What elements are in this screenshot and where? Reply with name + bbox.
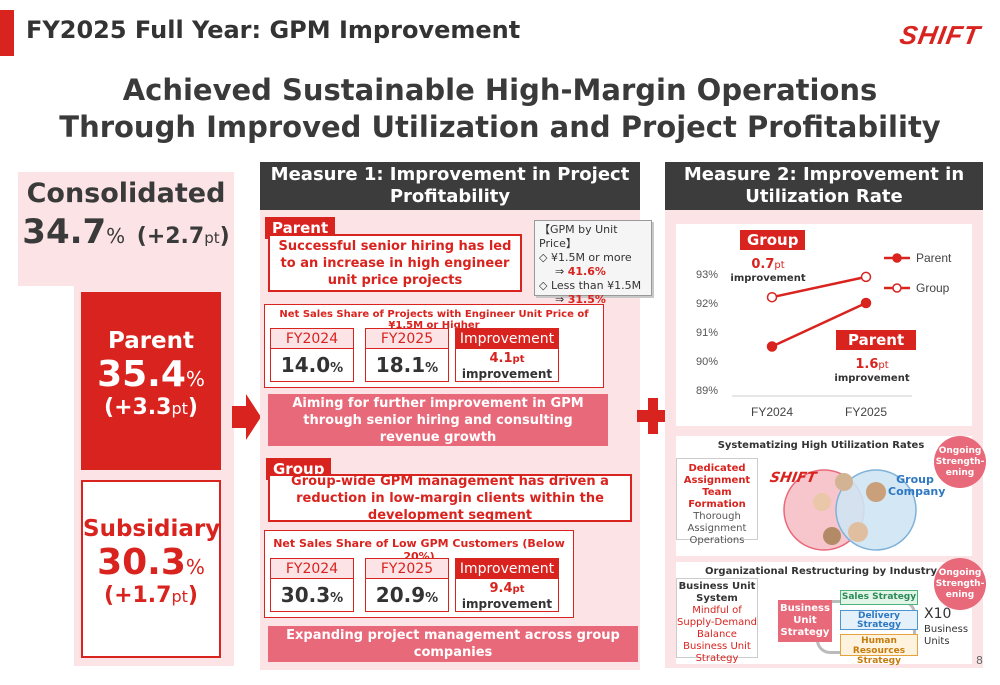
measure1-parent-tag: Parent bbox=[265, 217, 336, 239]
right-arrow-icon bbox=[232, 394, 261, 440]
table2-header-fy2024: FY2024 bbox=[270, 558, 354, 579]
measure1-title: Measure 1: Improvement in Project Profit… bbox=[260, 162, 640, 210]
org-title: Organizational Restructuring by Industry bbox=[705, 566, 937, 577]
table2-header-improvement: Improvement bbox=[455, 558, 559, 579]
y-tick-label: 92% bbox=[696, 298, 718, 310]
measure1-group-text: Group-wide GPM management has driven a r… bbox=[268, 474, 632, 523]
person-avatar-4 bbox=[823, 527, 841, 545]
table1-value-fy2025: 18.1% bbox=[365, 348, 449, 382]
person-avatar-1 bbox=[813, 493, 831, 511]
ongoing-strengthening-badge-2: Ongoing Strength-ening bbox=[934, 558, 986, 610]
utilization-chart: 89% 90% 91% 92% 93% FY2024 FY2025 Parent Group bbox=[696, 251, 952, 419]
delivery-strategy-box: Delivery Strategy bbox=[840, 610, 918, 630]
parent-gpm-box: Parent 35.4% (+3.3pt) bbox=[81, 292, 221, 470]
person-avatar-2 bbox=[835, 473, 853, 491]
headline-line-2: Through Improved Utilization and Project… bbox=[59, 110, 941, 144]
utilization-chart-card bbox=[676, 224, 972, 426]
gpm-note-title: 【GPM by Unit Price】 bbox=[539, 223, 618, 250]
table1-value-improvement: 4.1pt improvement bbox=[455, 348, 559, 382]
table1-header-fy2025: FY2025 bbox=[365, 328, 449, 349]
x-tick-label: FY2024 bbox=[751, 405, 793, 419]
chart-parent-improvement: 1.6pt improvement bbox=[834, 357, 910, 384]
series-line-parent bbox=[771, 301, 867, 348]
measure2-title: Measure 2: Improvement in Utilization Ra… bbox=[665, 162, 983, 210]
business-unit-box: Business Unit System Mindful of Supply-D… bbox=[676, 578, 758, 664]
table1-header-fy2024: FY2024 bbox=[270, 328, 354, 349]
table2-value-fy2025: 20.9% bbox=[365, 578, 449, 612]
subsidiary-value: 30.3% bbox=[97, 542, 205, 583]
person-avatar-3 bbox=[866, 482, 886, 502]
bu-strategy-box: Business Unit Strategy bbox=[778, 600, 832, 642]
venn-shift-logo: SHIFT bbox=[768, 470, 818, 486]
consolidated-value: 34.7% (+2.7pt) bbox=[22, 212, 230, 252]
sales-strategy-box: Sales Strategy bbox=[840, 590, 918, 605]
data-point-parent bbox=[766, 341, 778, 352]
consolidated-panel bbox=[18, 172, 234, 286]
gpm-note-line-2: ⇒ 41.6% bbox=[555, 265, 606, 278]
ongoing-strengthening-badge-1: Ongoing Strength-ening bbox=[934, 436, 986, 488]
subsidiary-change: (+1.7pt) bbox=[104, 583, 198, 608]
measure1-expand-banner: Expanding project management across grou… bbox=[268, 626, 638, 662]
legend-marker-parent bbox=[892, 253, 902, 263]
measure1-parent-text: Successful senior hiring has led to an i… bbox=[268, 234, 522, 292]
venn-diagram bbox=[783, 469, 917, 551]
plus-icon bbox=[637, 398, 669, 434]
table1: Net Sales Share of Projects with Enginee… bbox=[264, 304, 604, 388]
header-accent-bar bbox=[0, 10, 14, 56]
headline: Achieved Sustainable High-Margin Operati… bbox=[0, 72, 1000, 146]
y-tick-label: 89% bbox=[696, 385, 718, 397]
gpm-unit-price-note: 【GPM by Unit Price】 ◇ ¥1.5M or more ⇒ 41… bbox=[534, 220, 652, 306]
legend-marker-group bbox=[892, 283, 902, 293]
group-company-label: Group Company bbox=[888, 473, 946, 498]
data-point-parent bbox=[860, 297, 872, 309]
subsidiary-label: Subsidiary bbox=[83, 516, 221, 542]
table1-value-fy2024: 14.0% bbox=[270, 348, 354, 382]
person-avatar-5 bbox=[848, 522, 868, 542]
page-number: 8 bbox=[976, 654, 983, 667]
table1-header-improvement: Improvement bbox=[455, 328, 559, 349]
gpm-note-line-3: ◇ Less than ¥1.5M bbox=[539, 279, 642, 292]
legend-label-group: Group bbox=[916, 281, 950, 295]
table2-value-fy2024: 30.3% bbox=[270, 578, 354, 612]
consolidated-label: Consolidated bbox=[26, 178, 226, 209]
systematizing-title: Systematizing High Utilization Rates bbox=[717, 440, 925, 451]
measure1-aim-banner: Aiming for further improvement in GPM th… bbox=[268, 394, 608, 446]
subsidiary-gpm-box: Subsidiary 30.3% (+1.7pt) bbox=[81, 480, 221, 658]
business-units-label: Business Units bbox=[924, 624, 969, 647]
gpm-note-line-4: ⇒ 31.5% bbox=[555, 293, 606, 306]
y-tick-label: 91% bbox=[696, 327, 718, 339]
table2: Net Sales Share of Low GPM Customers (Be… bbox=[264, 530, 574, 618]
chart-group-tag: Group bbox=[740, 230, 806, 250]
shift-logo: SHIFT bbox=[897, 20, 983, 50]
parent-change: (+3.3pt) bbox=[104, 395, 198, 420]
parent-label: Parent bbox=[107, 328, 195, 354]
table2-header-fy2025: FY2025 bbox=[365, 558, 449, 579]
x-tick-label: FY2025 bbox=[845, 405, 887, 419]
x10-label: X10 bbox=[924, 606, 952, 622]
series-line-group bbox=[771, 275, 867, 299]
dedicated-team-box: Dedicated Assignment Team Formation Thor… bbox=[676, 458, 758, 546]
y-tick-label: 93% bbox=[696, 269, 718, 281]
table2-value-improvement: 9.4pt improvement bbox=[455, 578, 559, 612]
data-point-group bbox=[860, 271, 872, 283]
table1-title: Net Sales Share of Projects with Enginee… bbox=[279, 309, 589, 331]
hr-strategy-box: Human Resources Strategy bbox=[840, 634, 918, 666]
chart-parent-tag: Parent bbox=[836, 330, 917, 350]
legend-label-parent: Parent bbox=[916, 251, 952, 265]
y-tick-label: 90% bbox=[696, 356, 718, 368]
data-point-group bbox=[766, 291, 778, 303]
page-title: FY2025 Full Year: GPM Improvement bbox=[26, 16, 521, 44]
chart-group-improvement: 0.7pt improvement bbox=[730, 257, 806, 284]
gpm-note-line-1: ◇ ¥1.5M or more bbox=[539, 251, 632, 264]
headline-line-1: Achieved Sustainable High-Margin Operati… bbox=[122, 73, 878, 107]
parent-value: 35.4% bbox=[97, 354, 205, 395]
